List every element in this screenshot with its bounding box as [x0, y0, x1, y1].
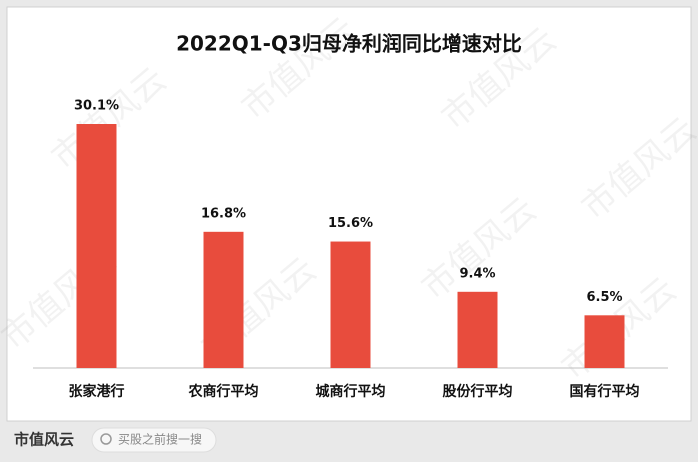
value-label: 6.5%	[586, 290, 622, 305]
x-tick-label: 农商行平均	[188, 383, 259, 400]
value-label: 30.1%	[74, 99, 119, 114]
value-label: 9.4%	[459, 266, 495, 281]
footer: 市值风云 买股之前搜一搜	[14, 427, 217, 453]
x-tick-label: 城商行平均	[316, 383, 386, 400]
chart-title: 2022Q1-Q3归母净利润同比增速对比	[176, 32, 522, 56]
x-tick-label: 国有行平均	[570, 383, 640, 400]
search-placeholder[interactable]: 买股之前搜一搜	[118, 432, 202, 447]
footer-brand: 市值风云	[14, 431, 74, 449]
bar	[330, 241, 371, 368]
search-icon	[100, 433, 112, 445]
value-label: 15.6%	[328, 216, 373, 231]
value-label: 16.8%	[201, 206, 246, 221]
search-box[interactable]	[91, 427, 217, 453]
bar	[203, 231, 244, 368]
x-tick-label: 股份行平均	[443, 383, 513, 400]
bar	[76, 124, 117, 368]
x-tick-label: 张家港行	[69, 383, 125, 400]
bar	[584, 315, 625, 368]
bar	[457, 291, 498, 368]
